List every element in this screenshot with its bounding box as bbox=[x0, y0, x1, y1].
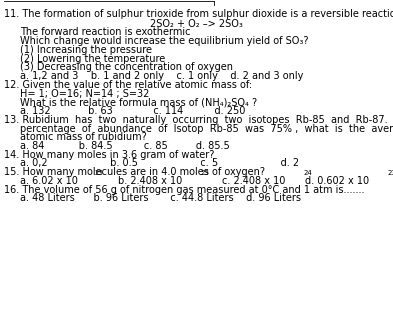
Text: 23: 23 bbox=[387, 170, 393, 176]
Text: 12. Given the value of the relative atomic mass of:: 12. Given the value of the relative atom… bbox=[4, 80, 252, 90]
Text: a. 1,2 and 3    b. 1 and 2 only    c. 1 only    d. 2 and 3 only: a. 1,2 and 3 b. 1 and 2 only c. 1 only d… bbox=[20, 71, 303, 81]
Text: (3) Decreasing the concentration of oxygen: (3) Decreasing the concentration of oxyg… bbox=[20, 62, 233, 72]
Text: Which change would increase the equilibrium yield of SO₃?: Which change would increase the equilibr… bbox=[20, 36, 308, 46]
Text: 15. How many molecules are in 4.0 moles of oxygen?: 15. How many molecules are in 4.0 moles … bbox=[4, 167, 265, 177]
Text: 24: 24 bbox=[304, 170, 312, 176]
Text: 13. Rubidium  has  two  naturally  occurring  two  isotopes  Rb-85  and  Rb-87. : 13. Rubidium has two naturally occurring… bbox=[4, 115, 393, 125]
Text: (1) Increasing the pressure: (1) Increasing the pressure bbox=[20, 45, 152, 55]
Text: d. 0.602 x 10: d. 0.602 x 10 bbox=[305, 176, 369, 186]
Text: The forward reaction is exothermic: The forward reaction is exothermic bbox=[20, 27, 190, 37]
Text: (2) Lowering the temperature: (2) Lowering the temperature bbox=[20, 54, 165, 64]
Text: a. 0,2                    b. 0.5                    c. 5                    d. 2: a. 0,2 b. 0.5 c. 5 d. 2 bbox=[20, 158, 299, 168]
Text: b. 2.408 x 10: b. 2.408 x 10 bbox=[118, 176, 182, 186]
Text: 16. The volume of 56 g of nitrogen gas measured at 0°C and 1 atm is.......: 16. The volume of 56 g of nitrogen gas m… bbox=[4, 185, 364, 195]
Text: a. 84           b. 84.5          c. 85         d. 85.5: a. 84 b. 84.5 c. 85 d. 85.5 bbox=[20, 141, 230, 151]
Text: atomic mass of rubidium?: atomic mass of rubidium? bbox=[20, 132, 147, 142]
Text: percentage  of  abundance  of  Isotop  Rb-85  was  75% ,  what  is  the  average: percentage of abundance of Isotop Rb-85 … bbox=[20, 124, 393, 134]
Text: H= 1; O=16; N=14 ; S=32: H= 1; O=16; N=14 ; S=32 bbox=[20, 89, 149, 99]
Text: a. 6.02 x 10: a. 6.02 x 10 bbox=[20, 176, 77, 186]
Text: a. 132            b. 63             c. 114          d. 250: a. 132 b. 63 c. 114 d. 250 bbox=[20, 106, 245, 116]
Text: c. 2.408 x 10: c. 2.408 x 10 bbox=[222, 176, 285, 186]
Text: 2SO₂ + O₂ –> 2SO₃: 2SO₂ + O₂ –> 2SO₃ bbox=[150, 19, 243, 29]
Text: What is the relative formula mass of (NH₄)₂SO₄ ?: What is the relative formula mass of (NH… bbox=[20, 97, 257, 107]
Text: 14. How many moles in 3.6 gram of water?: 14. How many moles in 3.6 gram of water? bbox=[4, 150, 214, 160]
Text: 23: 23 bbox=[94, 170, 103, 176]
Text: 23: 23 bbox=[201, 170, 210, 176]
Text: a. 48 Liters      b. 96 Liters       c. 44.8 Liters    d. 96 Liters: a. 48 Liters b. 96 Liters c. 44.8 Liters… bbox=[20, 193, 301, 203]
Text: 11. The formation of sulphur trioxide from sulphur dioxide is a reversible react: 11. The formation of sulphur trioxide fr… bbox=[4, 9, 393, 19]
